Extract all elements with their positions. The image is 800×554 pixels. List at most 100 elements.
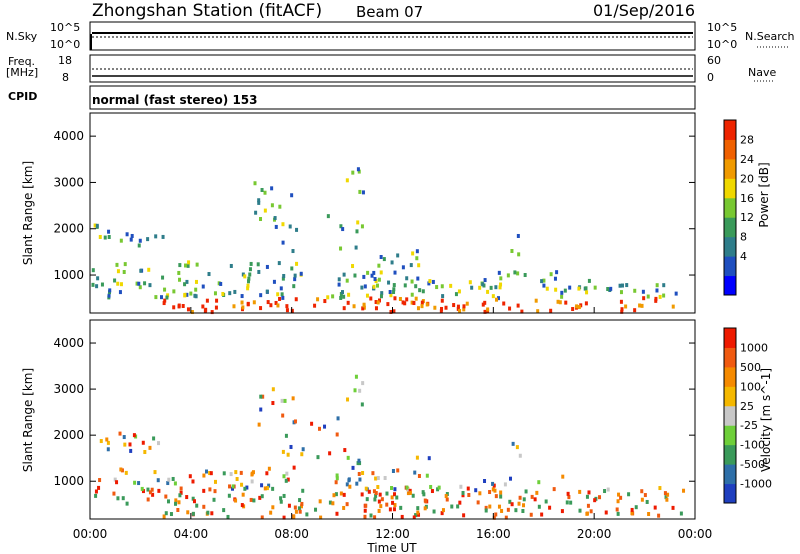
rti-cell	[259, 394, 263, 399]
rti-cell	[585, 494, 589, 499]
rti-cell	[346, 397, 350, 402]
rti-cell	[276, 292, 280, 297]
rti-cell	[437, 485, 441, 490]
rti-cell	[265, 264, 269, 269]
rti-cell	[164, 511, 168, 516]
freq-label-2: [MHz]	[6, 66, 39, 79]
nsearch-tick-top: 10^5	[707, 21, 738, 34]
rti-cell	[417, 263, 421, 268]
y-tick-label: 3000	[53, 175, 84, 189]
rti-cell	[662, 283, 666, 288]
rti-cell	[535, 490, 539, 495]
rti-cell	[122, 435, 126, 440]
rti-cell	[549, 308, 553, 313]
rti-cell	[478, 491, 482, 496]
rti-cell	[137, 281, 141, 286]
colorbar-segment	[724, 386, 736, 407]
rti-cell	[286, 452, 290, 457]
rti-cell	[313, 303, 317, 308]
rti-cell	[513, 270, 517, 275]
rti-cell	[364, 486, 368, 491]
rti-cell	[483, 278, 487, 283]
x-tick-label: 00:00	[73, 527, 108, 541]
rti-cell	[340, 290, 344, 295]
rti-cell	[506, 507, 510, 512]
rti-cell	[424, 499, 428, 504]
rti-cell	[666, 492, 670, 497]
rti-cell	[392, 283, 396, 288]
date-label: 01/Sep/2016	[593, 1, 696, 20]
rti-cell	[363, 284, 367, 289]
rti-cell	[113, 278, 117, 283]
rti-cell	[251, 470, 255, 475]
rti-cell	[558, 300, 562, 305]
rti-cell	[143, 281, 147, 286]
rti-cell	[130, 233, 134, 238]
nsearch-label: N.Search	[745, 30, 795, 43]
rti-cell	[209, 471, 213, 476]
rti-cell	[549, 272, 553, 277]
rti-cell	[556, 299, 560, 304]
rti-cell	[343, 448, 347, 453]
rti-cell	[113, 477, 117, 482]
rti-cell	[633, 308, 637, 313]
rti-cell	[178, 263, 182, 268]
nsky-tick-bottom: 10^0	[50, 38, 81, 51]
rti-cell	[347, 292, 351, 297]
rti-cell	[326, 295, 330, 300]
rti-cell	[427, 281, 431, 286]
colorbar-tick-label: 16	[740, 192, 754, 205]
colorbar-segment	[724, 256, 736, 277]
rti-cell	[387, 280, 391, 285]
rti-cell	[316, 297, 320, 302]
rti-cell	[217, 281, 221, 286]
rti-cell	[356, 220, 360, 225]
rti-cell	[299, 504, 303, 509]
rti-cell	[260, 515, 264, 520]
rti-cell	[166, 293, 170, 298]
rti-cell	[270, 186, 274, 191]
rti-cell	[106, 447, 110, 452]
rti-cell	[476, 500, 480, 505]
rti-cell	[415, 455, 419, 460]
rti-cell	[133, 480, 137, 485]
rti-cell	[259, 293, 263, 298]
rti-cell	[445, 497, 449, 502]
rti-cell	[380, 291, 384, 296]
rti-cell	[371, 471, 375, 476]
rti-cell	[416, 276, 420, 281]
rti-cell	[388, 289, 392, 294]
rti-cell	[91, 282, 95, 287]
rti-cell	[201, 304, 205, 309]
rti-cell	[148, 490, 152, 495]
y-tick-label: 4000	[53, 336, 84, 350]
rti-cell	[544, 499, 548, 504]
rti-cell	[243, 274, 247, 279]
rti-cell	[278, 204, 282, 209]
rti-cell	[545, 286, 549, 291]
colorbar-segment	[724, 120, 736, 140]
cpid-panel-frame	[89, 85, 696, 110]
rti-cell	[292, 465, 296, 470]
beam-label: Beam 07	[356, 3, 424, 21]
rti-cell	[358, 388, 362, 393]
y-tick-label: 2000	[53, 428, 84, 442]
rti-cell	[619, 290, 623, 295]
rti-cell	[379, 255, 383, 260]
rti-cell	[640, 497, 644, 502]
rti-cell	[491, 481, 495, 486]
rti-cell	[347, 477, 351, 482]
rti-cell	[94, 493, 98, 498]
nave-tick-bottom: 0	[707, 71, 714, 84]
rti-cell	[226, 514, 230, 519]
rti-cell	[191, 479, 195, 484]
rti-cell	[202, 504, 206, 509]
rti-cell	[120, 468, 124, 473]
rti-cell	[319, 515, 323, 520]
rti-cell	[230, 486, 234, 491]
rti-cell	[440, 298, 444, 303]
rti-cell	[281, 276, 285, 281]
rti-cell	[185, 292, 189, 297]
rti-cell	[258, 495, 262, 500]
rti-cell	[185, 495, 189, 500]
